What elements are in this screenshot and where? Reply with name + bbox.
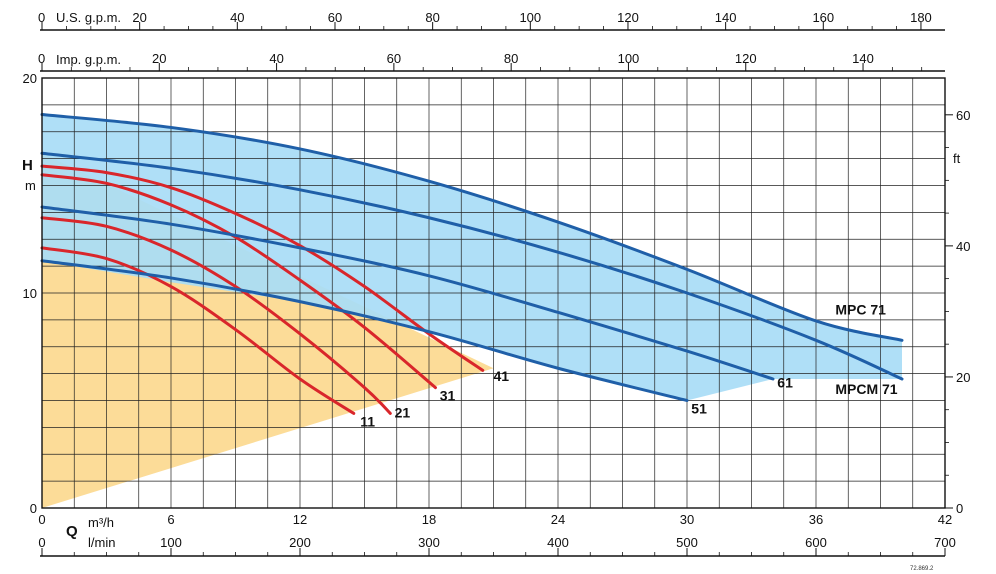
ft-axis-unit: ft bbox=[953, 151, 961, 166]
plot-frame bbox=[40, 29, 946, 557]
m3h-tick-label: 36 bbox=[809, 512, 823, 527]
curve-label-41: 41 bbox=[494, 368, 510, 384]
curve-labels: 11 21 31 41 51 61 MPC 71 MPCM 71 bbox=[360, 302, 898, 430]
m3h-tick-label: 24 bbox=[551, 512, 565, 527]
curve-31 bbox=[40, 173, 437, 390]
curve-mpc-71 bbox=[40, 113, 904, 342]
curve-label-31: 31 bbox=[440, 388, 456, 404]
lmin-tick-label: 200 bbox=[289, 535, 311, 550]
curve-label-mpcm-71: MPCM 71 bbox=[835, 381, 897, 397]
us-gpm-tick-label: 120 bbox=[617, 10, 639, 25]
m3h-tick-label: 0 bbox=[38, 512, 45, 527]
us-gpm-tick-label: 60 bbox=[328, 10, 342, 25]
imp-gpm-tick-label: 40 bbox=[269, 51, 283, 66]
m3h-tick-label: 42 bbox=[938, 512, 952, 527]
plot-border bbox=[41, 77, 946, 509]
us-gpm-axis-label: U.S. g.p.m. bbox=[56, 10, 121, 25]
curve-61 bbox=[40, 205, 775, 381]
ft-tick-label: 60 bbox=[956, 108, 970, 123]
us-gpm-tick-label: 40 bbox=[230, 10, 244, 25]
lmin-tick-label: 300 bbox=[418, 535, 440, 550]
ft-tick-label: 40 bbox=[956, 239, 970, 254]
h-axis-label: H bbox=[22, 157, 33, 174]
lmin-tick-label: 600 bbox=[805, 535, 827, 550]
imp-gpm-tick-label: 120 bbox=[735, 51, 757, 66]
h-m-tick-label: 10 bbox=[23, 286, 37, 301]
lmin-tick-label: 400 bbox=[547, 535, 569, 550]
lmin-tick-label: 500 bbox=[676, 535, 698, 550]
imp-gpm-tick-label: 0 bbox=[38, 51, 45, 66]
imp-gpm-tick-label: 100 bbox=[618, 51, 640, 66]
us-gpm-tick-label: 100 bbox=[519, 10, 541, 25]
curve-label-21: 21 bbox=[395, 405, 411, 421]
curve-label-mpc-71: MPC 71 bbox=[835, 302, 886, 318]
m3h-axis-unit: m³/h bbox=[88, 515, 114, 530]
lmin-tick-label: 100 bbox=[160, 535, 182, 550]
curve-11 bbox=[40, 246, 356, 415]
curve-51 bbox=[40, 259, 689, 402]
ft-tick-label: 20 bbox=[956, 370, 970, 385]
m3h-tick-label: 6 bbox=[167, 512, 174, 527]
curve-21 bbox=[40, 216, 392, 415]
imp-gpm-tick-label: 60 bbox=[387, 51, 401, 66]
imp-gpm-tick-label: 80 bbox=[504, 51, 518, 66]
us-gpm-tick-label: 180 bbox=[910, 10, 932, 25]
curve-label-61: 61 bbox=[777, 375, 793, 391]
grid bbox=[42, 78, 945, 508]
m3h-tick-label: 18 bbox=[422, 512, 436, 527]
us-gpm-tick-label: 80 bbox=[425, 10, 439, 25]
imp-gpm-tick-label: 20 bbox=[152, 51, 166, 66]
lmin-tick-label: 700 bbox=[934, 535, 956, 550]
pump-curves bbox=[40, 113, 904, 415]
m3h-tick-label: 12 bbox=[293, 512, 307, 527]
q-axis-label: Q bbox=[66, 523, 78, 540]
figure-code: 72.869.2 bbox=[910, 566, 934, 572]
h-m-tick-label: 0 bbox=[30, 501, 37, 516]
lmin-axis-unit: l/min bbox=[88, 535, 115, 550]
us-gpm-tick-label: 140 bbox=[715, 10, 737, 25]
lmin-tick-label: 0 bbox=[38, 535, 45, 550]
curve-mpcm-71 bbox=[40, 151, 904, 381]
us-gpm-tick-label: 20 bbox=[132, 10, 146, 25]
h-m-tick-label: 20 bbox=[23, 71, 37, 86]
curve-label-51: 51 bbox=[691, 400, 707, 416]
curve-label-11: 11 bbox=[360, 413, 375, 429]
us-gpm-tick-label: 0 bbox=[38, 10, 45, 25]
us-gpm-tick-label: 160 bbox=[812, 10, 834, 25]
m3h-tick-label: 30 bbox=[680, 512, 694, 527]
imp-gpm-tick-label: 140 bbox=[852, 51, 874, 66]
h-axis-unit: m bbox=[25, 178, 36, 193]
imp-gpm-axis-label: Imp. g.p.m. bbox=[56, 52, 121, 67]
ft-tick-label: 0 bbox=[956, 501, 963, 516]
